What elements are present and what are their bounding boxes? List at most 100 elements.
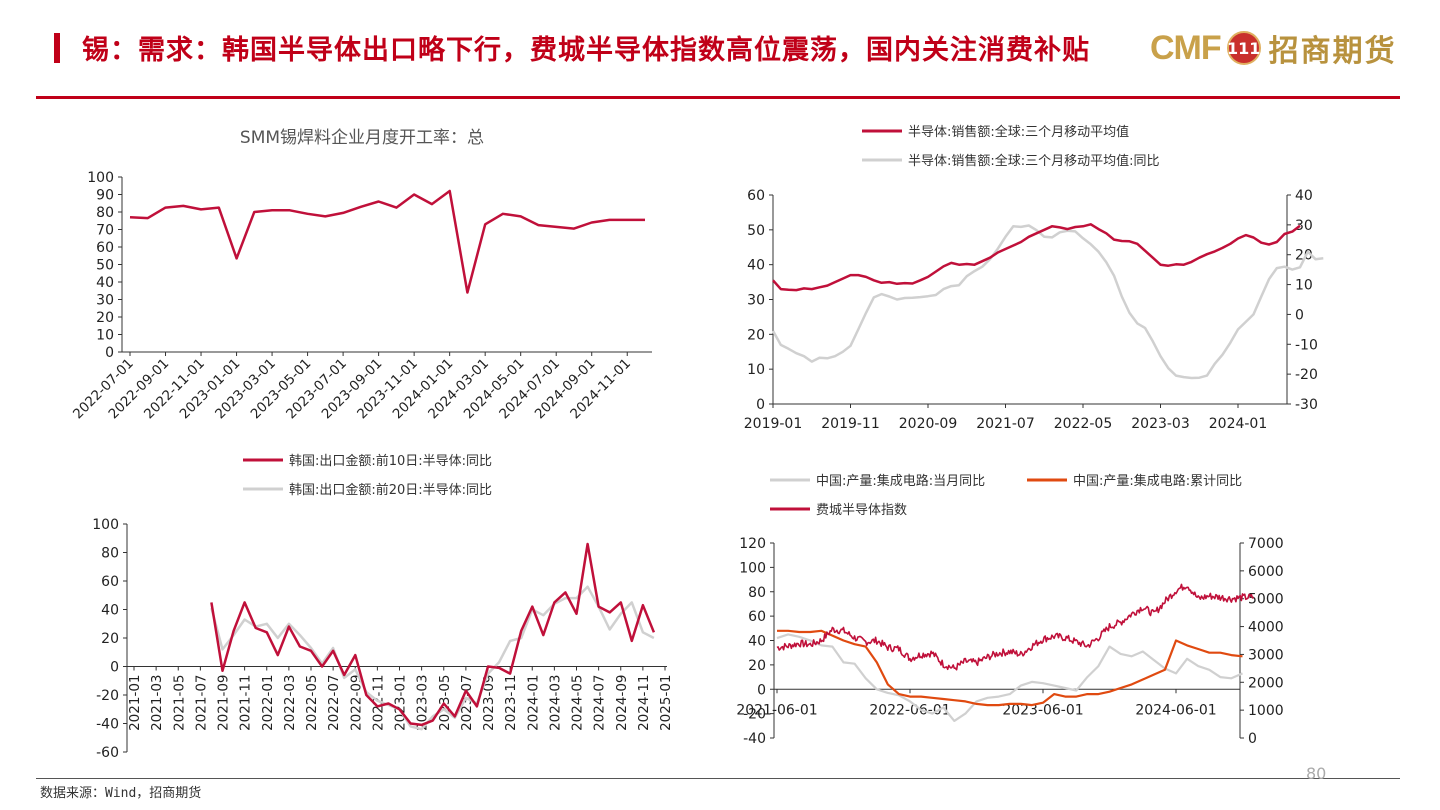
chart4-x-tick-label: 2021-06-01	[736, 702, 817, 718]
chart2-y-axis-right-tick-label: 30	[1295, 218, 1313, 234]
chart2-y-axis-right-tick-label: 0	[1295, 307, 1304, 323]
chart3-x-tick-label: 2023-11	[503, 675, 519, 731]
chart3-y-axis-tick-label: 40	[101, 603, 119, 619]
chart4-series-cumulative-line	[777, 629, 1243, 707]
chart3-x-tick-label: 2021-09	[216, 675, 232, 731]
chart4-y-axis-right-tick-label: 7000	[1248, 536, 1284, 552]
chart4-y-axis-left-tick-label: 80	[748, 585, 766, 601]
chart3-y-axis-tick-label: 0	[110, 660, 119, 676]
chart1-series-line	[129, 189, 645, 294]
chart3-y-axis-tick-label: -40	[96, 717, 119, 733]
chart1-title: SMM锡焊料企业月度开工率：总	[240, 128, 484, 148]
chart2-x-tick-label: 2020-09	[899, 416, 958, 432]
chart2-y-axis-right-tick-label: -10	[1295, 337, 1318, 353]
chart3-y-axis-tick-label: -20	[96, 688, 119, 704]
chart3-series-20d-line	[210, 585, 655, 731]
chart1-y-axis-tick-label: 80	[96, 205, 114, 221]
chart3-x-tick-label: 2024-05	[570, 675, 586, 731]
chart3-x-tick-label: 2022-05	[304, 675, 320, 731]
chart4-y-axis-right-tick-label: 2000	[1248, 675, 1284, 691]
chart4-legend-sox-label: 费城半导体指数	[816, 503, 907, 518]
chart3-x-tick-label: 2024-03	[547, 675, 563, 731]
chart3-x-tick-label: 2022-01	[260, 675, 276, 731]
chart1-y-axis-tick-label: 20	[96, 310, 114, 326]
title-accent-bar	[54, 33, 60, 63]
chart2-y-axis-left-tick-label: 10	[747, 362, 765, 378]
chart3-x-tick-label: 2023-01	[393, 675, 409, 731]
chart1-y-axis-tick-label: 50	[96, 258, 114, 274]
chart2-y-axis-left-tick-label: 20	[747, 327, 765, 343]
chart2-y-axis-right-tick-label: 10	[1295, 278, 1313, 294]
chart2-y-axis-left-tick-label: 60	[747, 188, 765, 204]
chart4-y-axis-left-tick-label: 20	[748, 658, 766, 674]
chart1-y-axis-tick-label: 30	[96, 293, 114, 309]
chart3-x-tick-label: 2021-11	[238, 675, 254, 731]
chart4-y-axis-right-tick-label: 5000	[1248, 592, 1284, 608]
chart3-y-axis-tick-label: 60	[101, 574, 119, 590]
chart1-y-axis-tick-label: 0	[105, 345, 114, 361]
chart4-y-axis-left-tick-label: 40	[748, 634, 766, 650]
chart3-y-axis-tick-label: -60	[96, 745, 119, 761]
chart4-y-axis-right-tick-label: 6000	[1248, 564, 1284, 580]
chart4-y-axis-left-tick-label: 100	[739, 560, 766, 576]
chart3-x-tick-label: 2023-03	[415, 675, 431, 731]
chart2-y-axis-right-tick-label: -30	[1295, 397, 1318, 413]
chart4-y-axis-right-tick-label: 3000	[1248, 647, 1284, 663]
chart2-y-axis-left-tick-label: 0	[756, 397, 765, 413]
chart3-x-tick-label: 2024-01	[525, 675, 541, 731]
footer-divider	[36, 778, 1400, 779]
chart1-y-axis-tick-label: 70	[96, 223, 114, 239]
chart2-x-tick-label: 2021-07	[976, 416, 1035, 432]
chart3-x-tick-label: 2024-11	[636, 675, 652, 731]
chart1-y-axis-tick-label: 40	[96, 275, 114, 291]
chart4-y-axis-left-tick-label: 0	[757, 682, 766, 698]
chart4-y-axis-right-tick-label: 4000	[1248, 620, 1284, 636]
chart4-legend-monthly-label: 中国:产量:集成电路:当月同比	[816, 473, 985, 489]
chart1-y-axis-tick-label: 90	[96, 188, 114, 204]
chart4-y-axis-left-tick-label: -20	[743, 707, 766, 723]
chart2-series-sales-line	[772, 223, 1301, 292]
chart3-x-tick-label: 2021-05	[171, 675, 187, 731]
chart4-y-axis-right-tick-label: 1000	[1248, 703, 1284, 719]
chart2-y-axis-left-tick-label: 50	[747, 223, 765, 239]
chart3-y-axis-tick-label: 80	[101, 546, 119, 562]
chart4-x-tick-label: 2024-06-01	[1135, 702, 1216, 718]
chart4-y-axis-left-tick-label: 60	[748, 609, 766, 625]
chart4-y-axis-left-tick-label: 120	[739, 536, 766, 552]
page-number: 80	[1306, 764, 1327, 783]
chart2-x-tick-label: 2019-11	[821, 416, 880, 432]
chart2-x-tick-label: 2024-01	[1209, 416, 1268, 432]
chart2-legend-sales-label: 半导体:销售额:全球:三个月移动平均值	[908, 124, 1129, 140]
chart3-y-axis-tick-label: 100	[92, 517, 119, 533]
chart3-x-tick-label: 2022-03	[282, 675, 298, 731]
data-source: 数据来源：Wind，招商期货	[40, 786, 202, 801]
logo-cmf-text: CMF	[1150, 28, 1222, 67]
chart3-x-tick-label: 2022-07	[326, 675, 342, 731]
chart2-y-axis-right-tick-label: 40	[1295, 188, 1313, 204]
chart3-legend-10d-label: 韩国:出口金额:前10日:半导体:同比	[289, 453, 492, 469]
chart4-series-sox-line	[776, 583, 1254, 671]
chart3-x-tick-label: 2021-07	[193, 675, 209, 731]
chart4-legend-cumulative-label: 中国:产量:集成电路:累计同比	[1073, 473, 1242, 489]
chart3-x-tick-label: 2022-09	[348, 675, 364, 731]
chart2-legend-yoy-label: 半导体:销售额:全球:三个月移动平均值:同比	[908, 153, 1160, 169]
chart2-x-tick-label: 2023-03	[1131, 416, 1190, 432]
logo-mark-icon: 111	[1226, 31, 1261, 65]
chart2-y-axis-left-tick-label: 30	[747, 293, 765, 309]
chart3-x-tick-label: 2023-07	[459, 675, 475, 731]
chart1-y-axis-tick-label: 100	[87, 170, 114, 186]
chart2-x-tick-label: 2019-01	[744, 416, 803, 432]
chart1-y-axis-tick-label: 60	[96, 240, 114, 256]
chart4-y-axis-right-tick-label: 0	[1248, 731, 1257, 747]
chart3-legend-20d-label: 韩国:出口金额:前20日:半导体:同比	[289, 482, 492, 498]
page-title: 锡：需求：韩国半导体出口略下行，费城半导体指数高位震荡，国内关注消费补贴	[82, 35, 1090, 66]
chart3-series-10d-line	[210, 542, 656, 727]
chart3-x-tick-label: 2021-01	[127, 675, 143, 731]
company-logo: CMF 111 招商期货	[1150, 26, 1397, 70]
chart3-x-tick-label: 2022-11	[370, 675, 386, 731]
chart2-x-tick-label: 2022-05	[1054, 416, 1113, 432]
chart2-series-yoy-line	[771, 224, 1324, 380]
chart3-x-tick-label: 2023-09	[481, 675, 497, 731]
chart3-x-tick-label: 2024-09	[614, 675, 630, 731]
